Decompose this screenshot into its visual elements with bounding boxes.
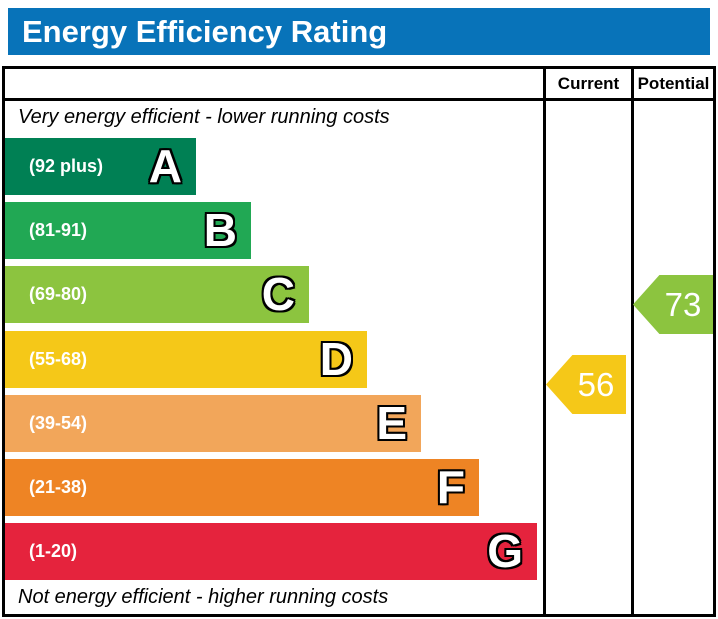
band-row-a: (92 plus) A [5, 138, 196, 195]
band-letter-b: B [203, 203, 238, 257]
band-row-d: (55-68) D [5, 331, 367, 388]
band-range-g: (1-20) [29, 541, 78, 561]
band-range-f: (21-38) [29, 477, 88, 497]
band-range-a: (92 plus) [29, 156, 104, 176]
band-range-c: (69-80) [29, 284, 88, 304]
band-row-g: (1-20) G [5, 523, 537, 580]
current-column-divider [543, 66, 546, 617]
potential-column-divider [631, 66, 634, 617]
band-letter-a: A [148, 139, 183, 193]
col-header-current: Current [557, 73, 620, 93]
band-letter-f: F [436, 460, 466, 514]
bottom-caption: Not energy efficient - higher running co… [18, 586, 389, 608]
rating-table-frame [2, 66, 716, 617]
band-row-e: (39-54) E [5, 395, 421, 452]
current-rating-value: 56 [577, 365, 615, 403]
band-letter-c: C [261, 267, 296, 321]
band-range-d: (55-68) [29, 349, 88, 369]
band-letter-g: G [486, 524, 524, 578]
top-caption: Very energy efficient - lower running co… [18, 106, 390, 128]
band-range-e: (39-54) [29, 413, 88, 433]
band-row-c: (69-80) C [5, 266, 309, 323]
band-letter-d: D [319, 332, 354, 386]
potential-rating-arrow: 73 [633, 275, 713, 334]
col-header-potential: Potential [637, 73, 710, 93]
band-row-f: (21-38) F [5, 459, 479, 516]
page-title: Energy Efficiency Rating [22, 13, 388, 49]
band-letter-e: E [375, 396, 408, 450]
potential-rating-value: 73 [664, 285, 702, 323]
band-range-b: (81-91) [29, 220, 88, 240]
title-bar: Energy Efficiency Rating [8, 8, 710, 55]
band-row-b: (81-91) B [5, 202, 251, 259]
header-row-divider [2, 98, 716, 101]
